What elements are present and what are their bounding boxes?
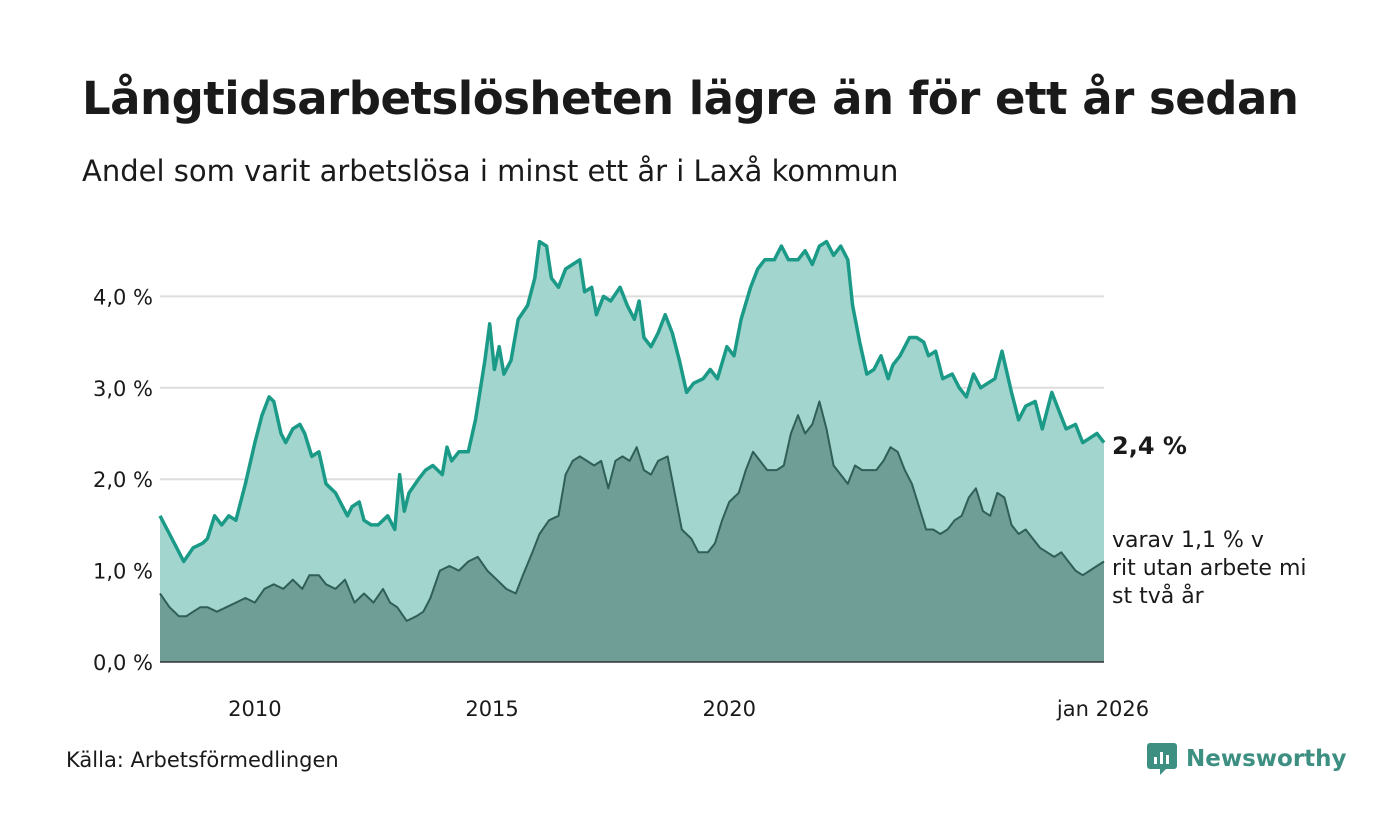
y-tick-label: 0,0 % xyxy=(93,651,153,675)
brand-name: Newsworthy xyxy=(1186,746,1347,772)
source-note: Källa: Arbetsförmedlingen xyxy=(66,748,339,772)
chart-subtitle: Andel som varit arbetslösa i minst ett å… xyxy=(82,154,899,188)
end-label-sub-line: rit utan arbete mi xyxy=(1112,556,1307,581)
end-label-main: 2,4 % xyxy=(1112,432,1187,460)
line-main-series xyxy=(158,239,1106,564)
x-tick-label: jan 2026 xyxy=(1056,697,1149,721)
x-tick-label: 2010 xyxy=(228,697,281,721)
end-label-sub: varav 1,1 % v rit utan arbete mi st två år xyxy=(1112,528,1307,609)
x-tick-label: 2015 xyxy=(465,697,518,721)
brand-logo[interactable]: Newsworthy xyxy=(1147,742,1347,776)
x-axis-ticks: 2010 2015 2020 jan 2026 xyxy=(228,697,1149,721)
y-tick-label: 4,0 % xyxy=(93,285,153,309)
y-tick-label: 1,0 % xyxy=(93,560,153,584)
line-sub-series xyxy=(159,400,1105,622)
x-tick-label: 2020 xyxy=(703,697,756,721)
chart-title: Långtidsarbetslösheten lägre än för ett … xyxy=(82,72,1299,125)
y-tick-label: 2,0 % xyxy=(93,468,153,492)
area-sub-series xyxy=(160,401,1104,662)
end-label-sub-line: st två år xyxy=(1112,583,1205,609)
end-label-sub-line: varav 1,1 % v xyxy=(1112,528,1264,553)
y-tick-label: 3,0 % xyxy=(93,377,153,401)
y-axis-ticks: 0,0 % 1,0 % 2,0 % 3,0 % 4,0 % xyxy=(93,285,153,675)
newsworthy-icon xyxy=(1147,743,1177,775)
